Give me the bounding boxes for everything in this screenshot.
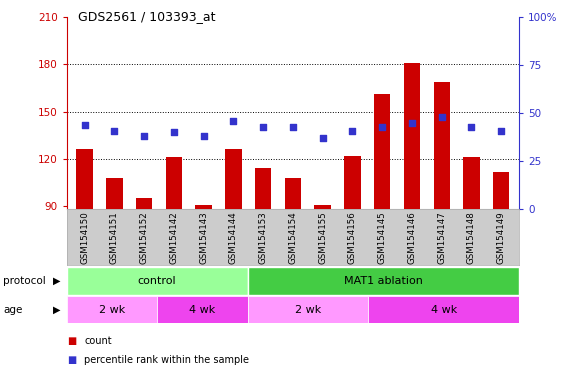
Text: GSM154145: GSM154145 bbox=[378, 211, 387, 264]
Point bbox=[437, 114, 447, 120]
Bar bbox=[255, 168, 271, 209]
Text: GSM154154: GSM154154 bbox=[288, 211, 298, 264]
Text: 2 wk: 2 wk bbox=[295, 305, 321, 314]
Text: GSM154151: GSM154151 bbox=[110, 211, 119, 264]
Point bbox=[318, 135, 327, 141]
Point bbox=[199, 133, 208, 139]
Text: MAT1 ablation: MAT1 ablation bbox=[344, 276, 423, 286]
Point bbox=[110, 127, 119, 134]
Point bbox=[229, 118, 238, 124]
Point bbox=[407, 120, 416, 126]
Text: count: count bbox=[84, 336, 112, 346]
Text: GSM154148: GSM154148 bbox=[467, 211, 476, 264]
Text: GSM154156: GSM154156 bbox=[348, 211, 357, 264]
Bar bbox=[404, 63, 420, 209]
Point bbox=[139, 133, 148, 139]
Bar bbox=[433, 82, 450, 209]
Text: control: control bbox=[138, 276, 176, 286]
Bar bbox=[248, 267, 519, 295]
Text: protocol: protocol bbox=[3, 276, 46, 286]
Text: GSM154153: GSM154153 bbox=[259, 211, 267, 264]
Bar bbox=[314, 205, 331, 209]
Bar bbox=[374, 94, 390, 209]
Bar bbox=[248, 296, 368, 323]
Bar bbox=[136, 198, 153, 209]
Point bbox=[80, 122, 89, 128]
Bar bbox=[67, 296, 157, 323]
Text: GSM154149: GSM154149 bbox=[496, 211, 506, 263]
Bar bbox=[225, 149, 241, 209]
Bar bbox=[106, 178, 122, 209]
Text: 4 wk: 4 wk bbox=[189, 305, 216, 314]
Text: 2 wk: 2 wk bbox=[99, 305, 125, 314]
Text: GSM154152: GSM154152 bbox=[140, 211, 148, 264]
Bar bbox=[195, 205, 212, 209]
Point bbox=[496, 127, 506, 134]
Bar bbox=[368, 296, 519, 323]
Point bbox=[378, 124, 387, 130]
Bar bbox=[77, 149, 93, 209]
Bar bbox=[493, 172, 509, 209]
Bar bbox=[166, 157, 182, 209]
Point bbox=[467, 124, 476, 130]
Text: ▶: ▶ bbox=[53, 276, 60, 286]
Text: ■: ■ bbox=[67, 336, 76, 346]
Bar bbox=[345, 156, 361, 209]
Bar bbox=[285, 178, 301, 209]
Text: GSM154155: GSM154155 bbox=[318, 211, 327, 264]
Text: GDS2561 / 103393_at: GDS2561 / 103393_at bbox=[78, 10, 216, 23]
Text: ▶: ▶ bbox=[53, 305, 60, 314]
Text: GSM154143: GSM154143 bbox=[199, 211, 208, 264]
Text: GSM154144: GSM154144 bbox=[229, 211, 238, 264]
Text: 4 wk: 4 wk bbox=[430, 305, 457, 314]
Bar bbox=[463, 157, 480, 209]
Bar bbox=[67, 267, 248, 295]
Text: percentile rank within the sample: percentile rank within the sample bbox=[84, 355, 249, 365]
Point bbox=[259, 124, 268, 130]
Point bbox=[288, 124, 298, 130]
Point bbox=[348, 127, 357, 134]
Bar bbox=[157, 296, 248, 323]
Text: GSM154147: GSM154147 bbox=[437, 211, 446, 264]
Text: age: age bbox=[3, 305, 22, 314]
Point bbox=[169, 129, 179, 136]
Text: GSM154150: GSM154150 bbox=[80, 211, 89, 264]
Text: GSM154146: GSM154146 bbox=[408, 211, 416, 264]
Text: ■: ■ bbox=[67, 355, 76, 365]
Text: GSM154142: GSM154142 bbox=[169, 211, 178, 264]
